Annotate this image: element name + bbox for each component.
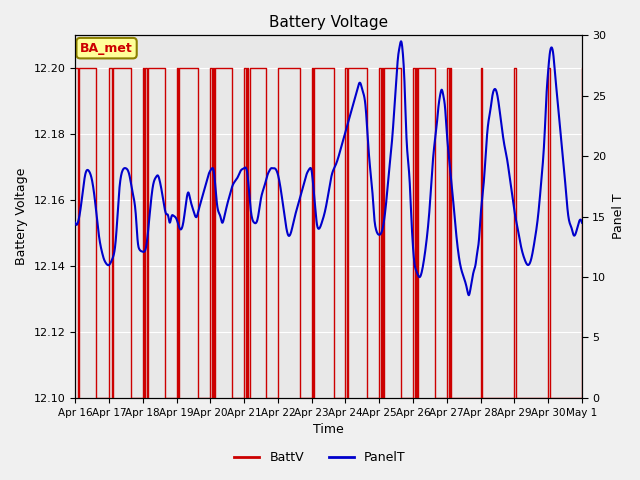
Y-axis label: Panel T: Panel T [612,194,625,240]
Y-axis label: Battery Voltage: Battery Voltage [15,168,28,265]
Title: Battery Voltage: Battery Voltage [269,15,388,30]
X-axis label: Time: Time [313,423,344,436]
Legend: BattV, PanelT: BattV, PanelT [229,446,411,469]
Text: BA_met: BA_met [80,42,133,55]
